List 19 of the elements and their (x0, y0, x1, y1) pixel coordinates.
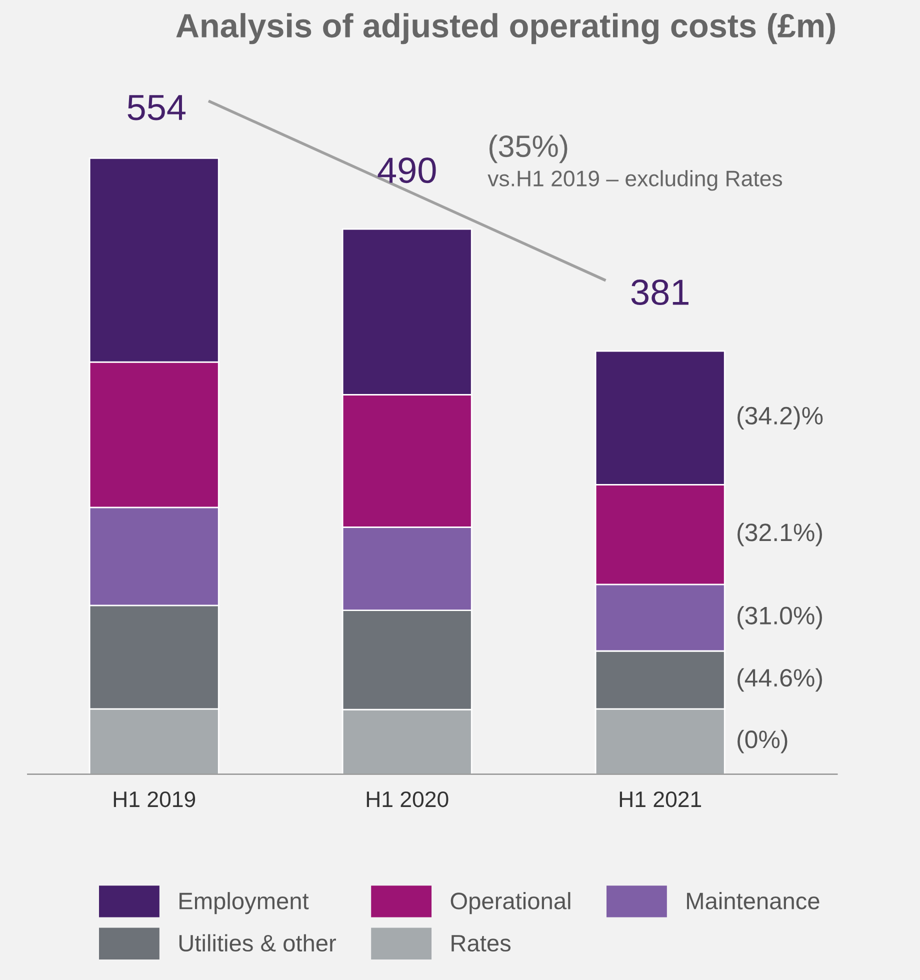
legend-label: Employment (180, 892, 309, 914)
legend-label: Maintenance (687, 892, 820, 910)
x-tick-label: H1 2021 (620, 791, 702, 808)
x-tick-label: H1 2020 (366, 791, 448, 808)
annotation: 381 (631, 279, 688, 306)
legend-label: Utilities & other (179, 934, 336, 952)
text: 554 (128, 95, 186, 120)
legend-label: Operational (450, 892, 570, 914)
annotation: (35%) (489, 134, 568, 164)
annotation: 490 (378, 158, 436, 184)
annotation: vs.H1 2019 – excluding Rates (488, 170, 782, 191)
legend-label: Rates (452, 935, 511, 952)
annotation: (32.1%) (738, 522, 822, 546)
annotation: (44.6%) (738, 668, 822, 692)
annotation: (31.0%) (738, 606, 822, 630)
x-tick-label: H1 2019 (114, 791, 196, 808)
annotation: (34.2)% (738, 406, 823, 430)
chart-title: Analysis of adjusted operating costs (£m) (176, 13, 835, 44)
annotation: (0%) (738, 730, 788, 754)
